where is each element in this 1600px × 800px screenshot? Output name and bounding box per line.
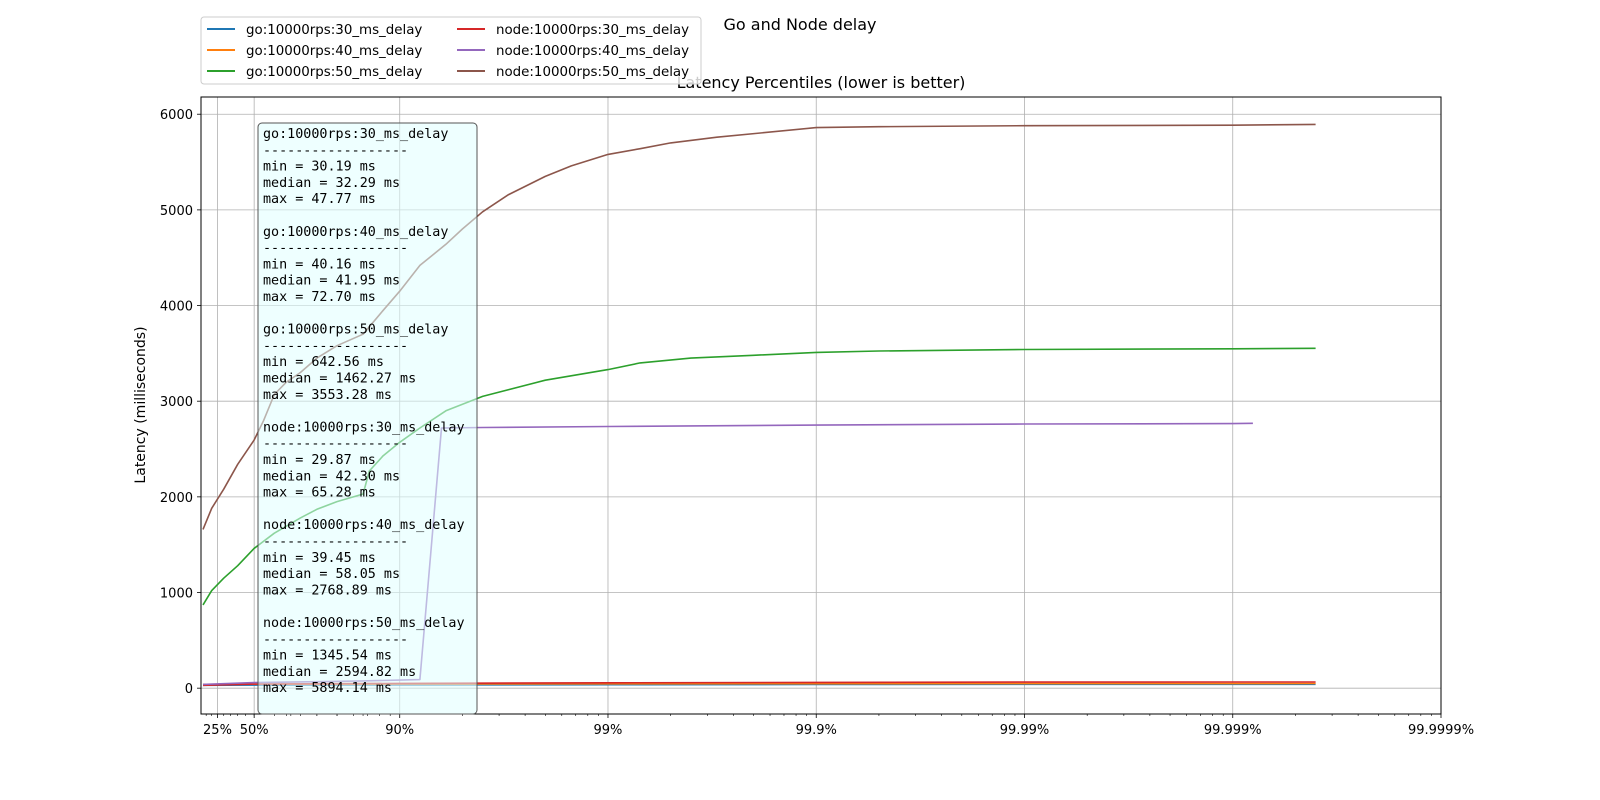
stats-line: go:10000rps:30_ms_delay <box>263 127 448 142</box>
stats-line: ------------------ <box>263 632 408 647</box>
x-tick-label: 99% <box>594 723 623 738</box>
stats-line: node:10000rps:50_ms_delay <box>263 616 465 631</box>
x-tick-label: 99.99% <box>1000 723 1050 738</box>
stats-line: min = 39.45 ms <box>263 551 376 566</box>
stats-line: ------------------ <box>263 535 408 550</box>
stats-box: go:10000rps:30_ms_delay-----------------… <box>257 122 478 715</box>
x-tick-label: 99.9% <box>796 723 837 738</box>
plot-frame <box>200 96 1442 715</box>
y-tick-label: 5000 <box>160 204 193 219</box>
x-tick-label: 25% <box>203 723 232 738</box>
y-tick-label: 3000 <box>160 395 193 410</box>
stats-line: max = 72.70 ms <box>263 290 376 305</box>
stats-line: go:10000rps:50_ms_delay <box>263 323 448 338</box>
x-tick-label: 99.9999% <box>1408 723 1474 738</box>
stats-box-panel <box>257 122 478 715</box>
x-tick-label: 90% <box>385 723 414 738</box>
stats-line: ------------------ <box>263 143 408 158</box>
stats-line: max = 47.77 ms <box>263 192 376 207</box>
legend-label: node:10000rps:30_ms_delay <box>496 23 689 38</box>
axis-ticks: 25% 50% 90% 99% 99.9% 99.99% 99.999% 99.9999% 0 1… <box>160 108 1474 738</box>
legend-label: go:10000rps:40_ms_delay <box>246 44 422 59</box>
y-tick-label: 6000 <box>160 108 193 123</box>
stats-line: max = 5894.14 ms <box>263 681 392 696</box>
y-axis-label: Latency (milliseconds) <box>133 326 149 483</box>
y-tick-label: 4000 <box>160 300 193 315</box>
legend: go:10000rps:30_ms_delay go:10000rps:40_ms… <box>200 16 702 85</box>
legend-label: node:10000rps:40_ms_delay <box>496 44 689 59</box>
legend-frame <box>200 16 702 85</box>
x-tick-label: 99.999% <box>1204 723 1262 738</box>
chart-title: Latency Percentiles (lower is better) <box>677 73 966 92</box>
legend-label: go:10000rps:50_ms_delay <box>246 65 422 80</box>
figure-title: Go and Node delay <box>723 15 876 34</box>
stats-line: ------------------ <box>263 339 408 354</box>
stats-line: min = 29.87 ms <box>263 453 376 468</box>
stats-line: max = 65.28 ms <box>263 486 376 501</box>
stats-line: ------------------ <box>263 241 408 256</box>
stats-line: min = 1345.54 ms <box>263 649 392 664</box>
stats-line: max = 2768.89 ms <box>263 583 392 598</box>
stats-line: min = 40.16 ms <box>263 257 376 272</box>
y-tick-label: 0 <box>185 682 193 697</box>
stats-line: min = 642.56 ms <box>263 355 384 370</box>
stats-line: node:10000rps:30_ms_delay <box>263 420 465 435</box>
legend-label: go:10000rps:30_ms_delay <box>246 23 422 38</box>
legend-label: node:10000rps:50_ms_delay <box>496 65 689 80</box>
stats-line: median = 41.95 ms <box>263 274 400 289</box>
stats-line: median = 2594.82 ms <box>263 665 416 680</box>
stats-line: go:10000rps:40_ms_delay <box>263 225 448 240</box>
stats-line: median = 58.05 ms <box>263 567 400 582</box>
stats-line: median = 1462.27 ms <box>263 372 416 387</box>
y-tick-label: 2000 <box>160 491 193 506</box>
stats-line: node:10000rps:40_ms_delay <box>263 518 465 533</box>
y-tick-label: 1000 <box>160 587 193 602</box>
stats-line: max = 3553.28 ms <box>263 388 392 403</box>
stats-line: ------------------ <box>263 437 408 452</box>
stats-line: median = 42.30 ms <box>263 469 400 484</box>
x-tick-label: 50% <box>240 723 269 738</box>
stats-line: median = 32.29 ms <box>263 176 400 191</box>
stats-line: min = 30.19 ms <box>263 160 376 175</box>
